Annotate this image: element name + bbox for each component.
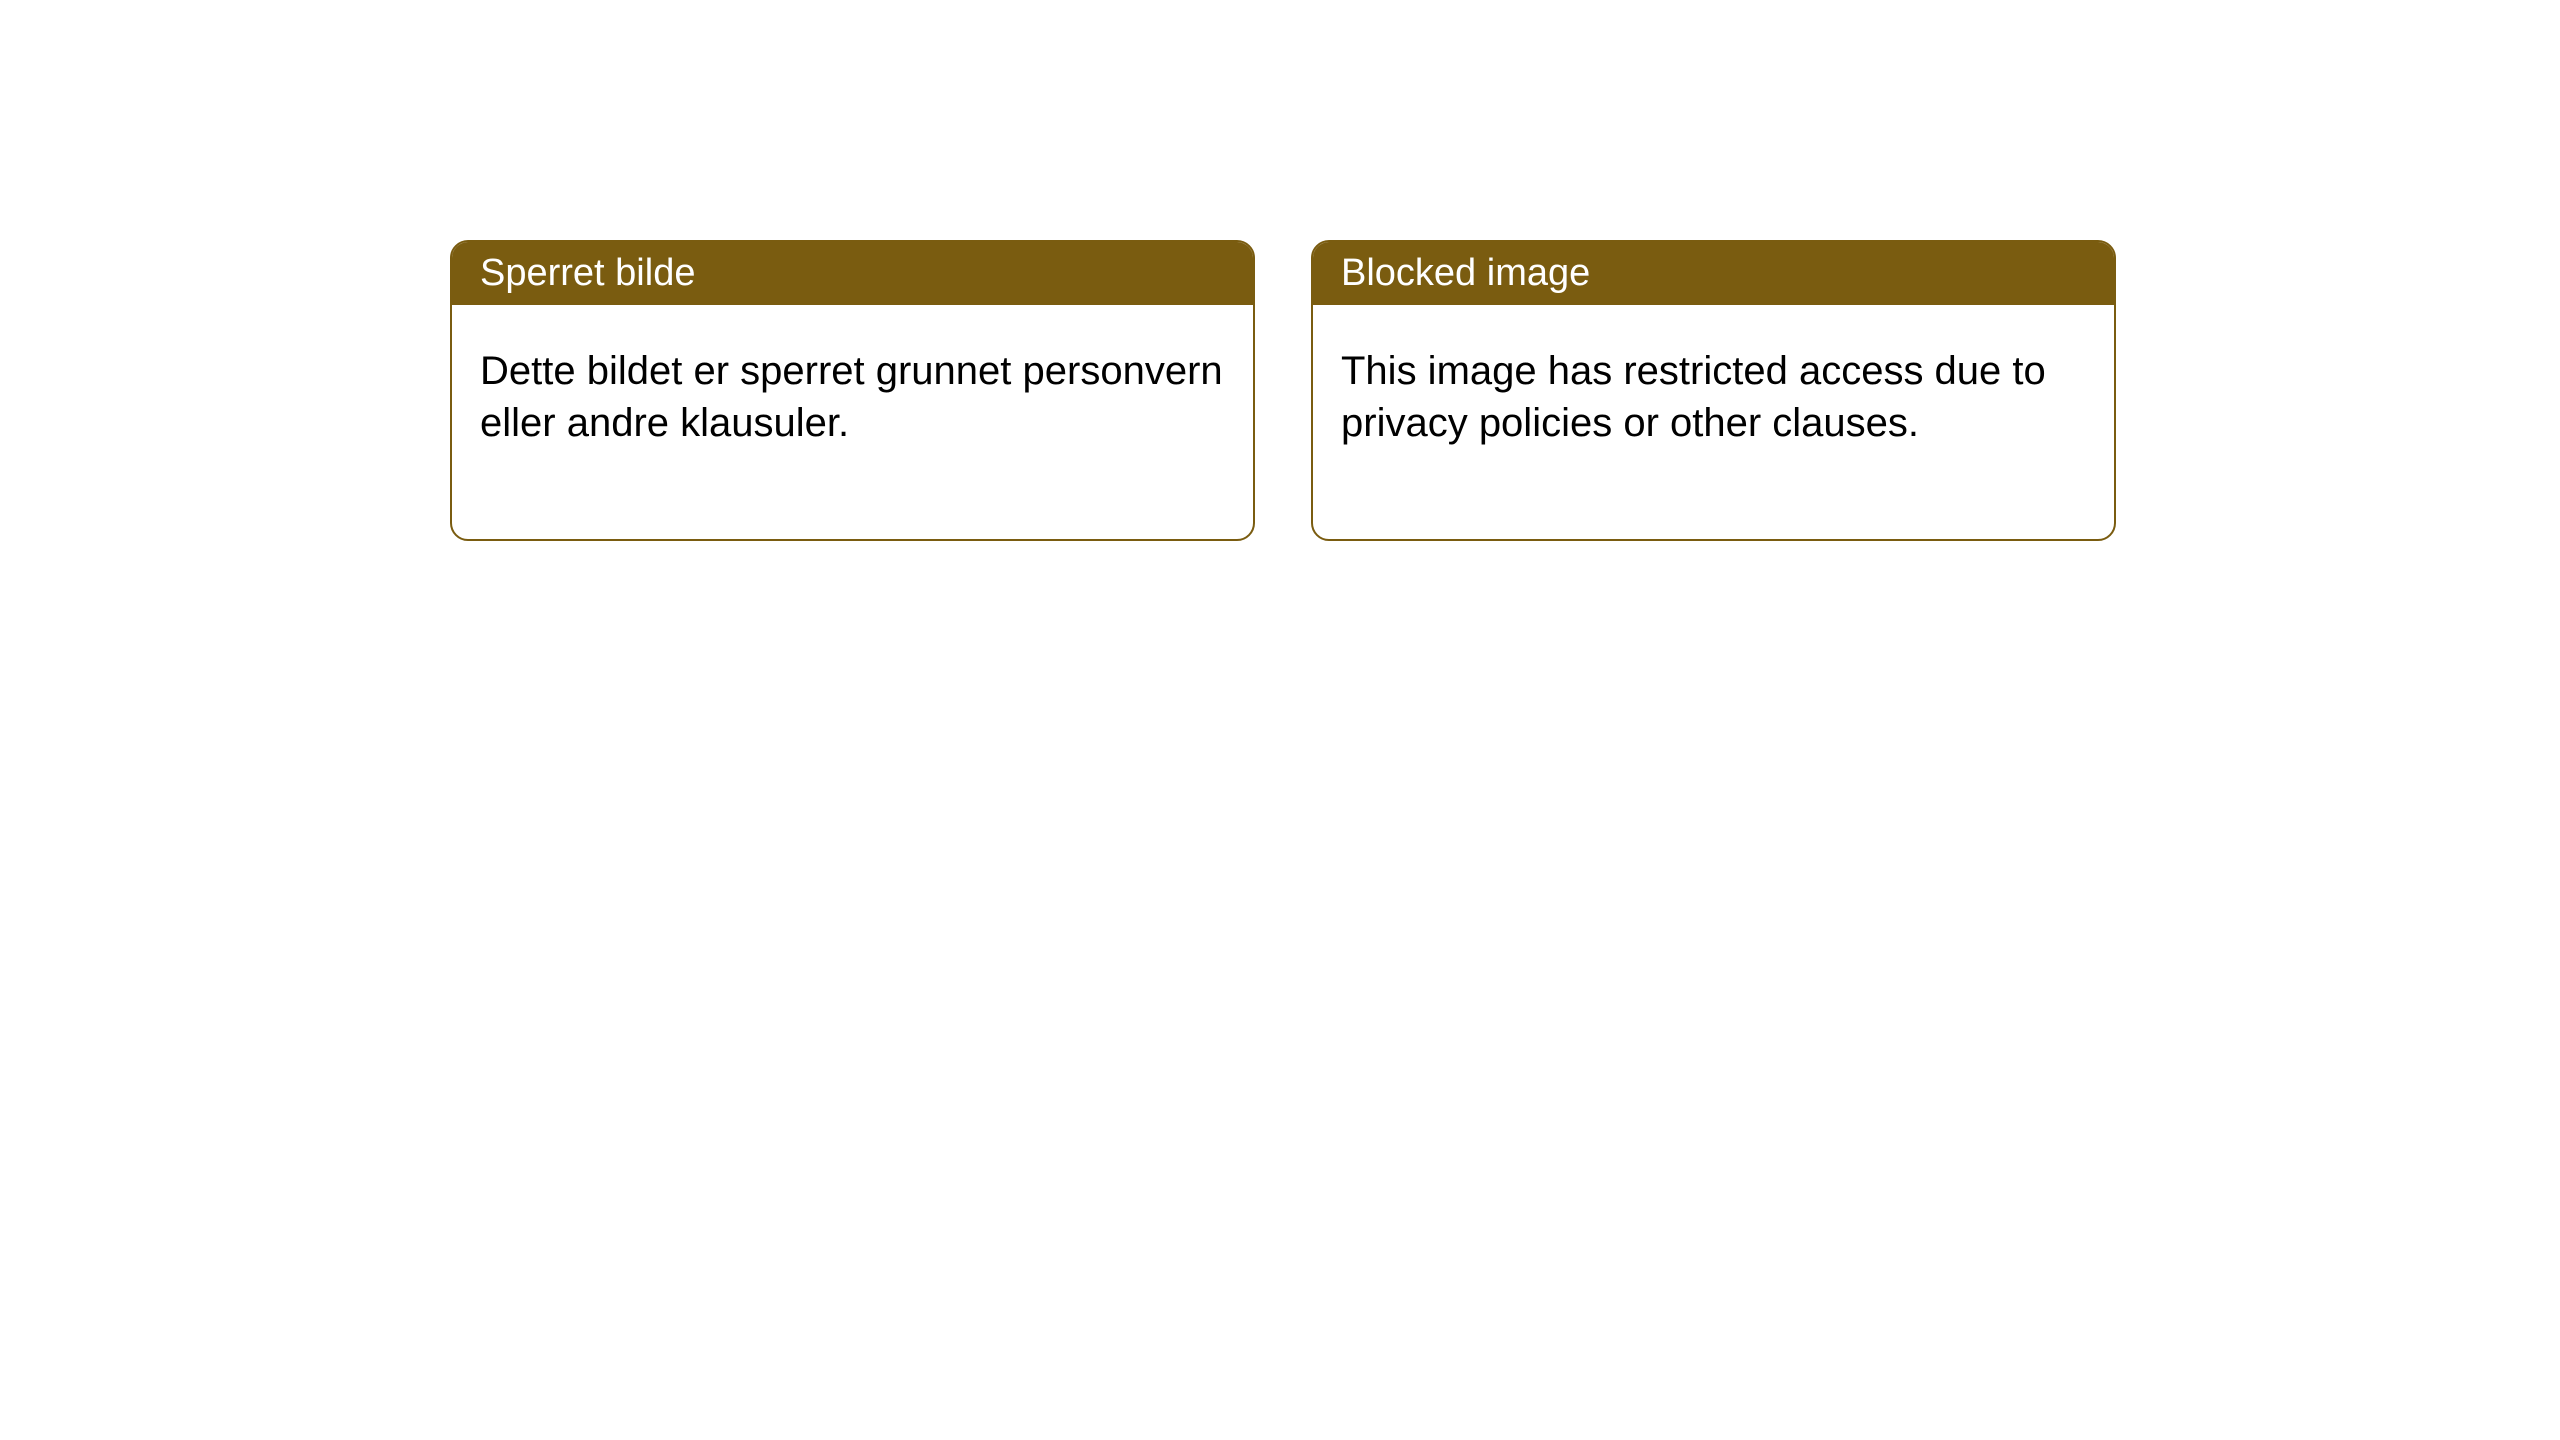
card-body-text-english: This image has restricted access due to …: [1341, 349, 2046, 445]
card-header-english: Blocked image: [1313, 242, 2114, 305]
card-title-english: Blocked image: [1341, 252, 1590, 294]
card-body-norwegian: Dette bildet er sperret grunnet personve…: [452, 305, 1253, 539]
card-title-norwegian: Sperret bilde: [480, 252, 695, 294]
card-header-norwegian: Sperret bilde: [452, 242, 1253, 305]
card-english: Blocked image This image has restricted …: [1311, 240, 2116, 541]
cards-container: Sperret bilde Dette bildet er sperret gr…: [0, 0, 2560, 541]
card-body-text-norwegian: Dette bildet er sperret grunnet personve…: [480, 349, 1223, 445]
card-norwegian: Sperret bilde Dette bildet er sperret gr…: [450, 240, 1255, 541]
card-body-english: This image has restricted access due to …: [1313, 305, 2114, 539]
